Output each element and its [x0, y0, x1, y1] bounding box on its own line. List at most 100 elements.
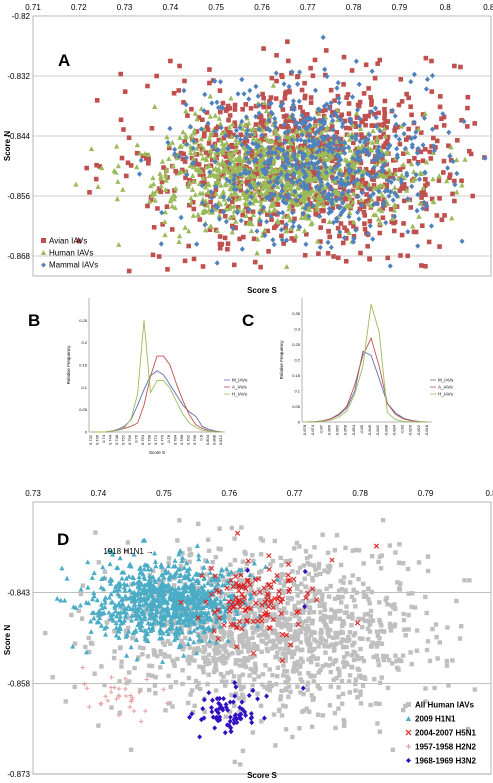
- data-point: [137, 604, 143, 610]
- data-point: [264, 582, 270, 587]
- data-point: [278, 103, 284, 110]
- data-point: [141, 574, 147, 580]
- data-point: [237, 709, 242, 714]
- data-point: [309, 674, 314, 679]
- data-point: [322, 604, 327, 609]
- data-point: [298, 589, 304, 595]
- data-point: [396, 560, 402, 565]
- data-point: [294, 120, 300, 126]
- data-point: [247, 572, 253, 577]
- data-point: [197, 664, 202, 669]
- data-point: [250, 200, 256, 206]
- data-point: [330, 140, 336, 147]
- data-point: [227, 105, 232, 111]
- data-point: [297, 200, 303, 205]
- data-point: [213, 132, 219, 138]
- data-point: [106, 547, 112, 553]
- data-point: [273, 201, 279, 207]
- data-point: [381, 183, 387, 189]
- data-point: [361, 581, 366, 587]
- data-point: [190, 172, 196, 178]
- data-point: [292, 613, 297, 619]
- data-point: [141, 595, 147, 601]
- data-point: [461, 118, 467, 125]
- data-point: [156, 620, 162, 626]
- data-point: [399, 186, 404, 191]
- data-point: [375, 658, 381, 663]
- data-point: [308, 641, 313, 647]
- data-point: [192, 658, 197, 663]
- data-point: [149, 663, 155, 669]
- data-point: [332, 548, 338, 553]
- data-point: [306, 178, 312, 184]
- data-point: [107, 561, 113, 567]
- data-point: [240, 106, 245, 112]
- data-point: [304, 157, 310, 163]
- data-point: [232, 102, 238, 108]
- data-point: [374, 123, 380, 130]
- data-point: [342, 139, 348, 146]
- data-point: [247, 673, 252, 678]
- data-point: [207, 153, 214, 159]
- data-point: [220, 604, 226, 609]
- data-point: [329, 145, 335, 152]
- data-point: [108, 591, 114, 597]
- data-point: [303, 119, 309, 126]
- data-point: [423, 86, 429, 92]
- data-point: [392, 201, 398, 208]
- data-point: [243, 114, 249, 120]
- data-point: [374, 156, 380, 163]
- data-point: [328, 669, 333, 675]
- data-point: [381, 197, 387, 202]
- data-point: [206, 652, 212, 657]
- data-point: [356, 548, 362, 553]
- data-point: [128, 163, 134, 168]
- data-point: [428, 223, 434, 229]
- data-point: [341, 206, 347, 213]
- data-point: [306, 635, 312, 640]
- data-point: [393, 550, 398, 555]
- data-point: [425, 639, 431, 644]
- data-point: [315, 656, 321, 661]
- data-point: [409, 604, 414, 610]
- data-point: [231, 674, 237, 679]
- data-point: [376, 640, 381, 646]
- data-point: [196, 115, 202, 120]
- data-point: [292, 603, 298, 609]
- data-point: [196, 162, 202, 167]
- data-point: [148, 606, 154, 611]
- y-tick-label: 0.3: [294, 327, 300, 332]
- data-point: [206, 624, 212, 630]
- data-point: [424, 76, 430, 83]
- data-point: [373, 105, 379, 112]
- data-point: [78, 591, 84, 597]
- data-point: [465, 105, 470, 111]
- data-point: [178, 168, 184, 174]
- data-point: [279, 237, 285, 243]
- data-point: [201, 126, 207, 132]
- data-point: [207, 576, 213, 582]
- data-point: [189, 608, 194, 613]
- data-point: [393, 133, 399, 139]
- data-point: [222, 618, 228, 623]
- data-point: [372, 676, 377, 682]
- data-point: [309, 127, 315, 133]
- data-point: [290, 209, 296, 216]
- data-point: [272, 207, 278, 213]
- data-point: [409, 661, 414, 667]
- data-point: [280, 107, 286, 112]
- data-point: [370, 236, 376, 242]
- data-point: [298, 197, 305, 203]
- data-point: [90, 641, 95, 646]
- x-tick-label: 0.756: [127, 434, 132, 445]
- data-point: [270, 150, 276, 156]
- data-point: [158, 241, 164, 247]
- data-point: [350, 239, 356, 245]
- data-point: [176, 88, 182, 93]
- data-point: [353, 604, 358, 609]
- data-point: [364, 147, 370, 154]
- data-point: [409, 183, 415, 190]
- data-point: [71, 604, 77, 609]
- data-point: [401, 617, 407, 623]
- data-point: [264, 218, 270, 225]
